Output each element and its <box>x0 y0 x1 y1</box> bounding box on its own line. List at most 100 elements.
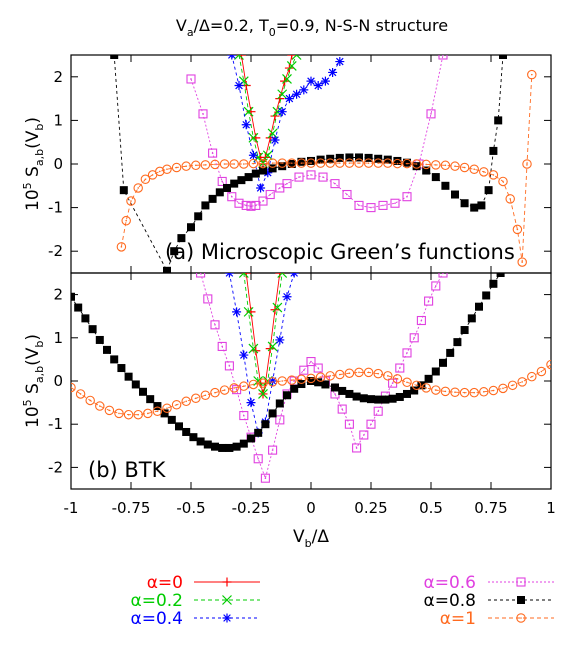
data-point <box>234 55 244 60</box>
data-point <box>116 242 127 252</box>
data-point <box>74 303 83 312</box>
data-point <box>262 150 273 161</box>
data-point <box>321 380 330 389</box>
y-tick-label: 1 <box>53 329 63 347</box>
data-point <box>218 443 227 452</box>
data-point <box>256 183 266 193</box>
data-point <box>267 128 278 139</box>
data-point <box>258 378 268 388</box>
data-point <box>198 109 208 119</box>
data-point <box>374 395 383 404</box>
data-point <box>270 135 280 145</box>
data-point <box>131 380 140 389</box>
legend-label: α=1 <box>440 609 476 629</box>
data-point <box>272 106 283 117</box>
data-point <box>239 439 248 448</box>
data-point <box>268 409 277 418</box>
data-point <box>451 190 459 199</box>
data-point <box>282 292 292 302</box>
data-point <box>258 158 268 169</box>
data-point <box>426 109 436 119</box>
data-point <box>316 155 325 164</box>
data-point <box>335 158 345 168</box>
data-point <box>479 387 489 397</box>
data-point <box>446 348 455 357</box>
data-point <box>203 294 213 304</box>
data-point <box>467 314 476 323</box>
data-point <box>479 167 489 177</box>
panel-a-ylabel: 105 Sa,b(Vb) <box>21 117 46 211</box>
data-point <box>114 408 124 419</box>
data-point <box>306 357 316 367</box>
data-point <box>354 200 364 210</box>
data-point <box>363 367 374 378</box>
data-point <box>354 367 364 378</box>
series-α=0.8 <box>110 55 507 273</box>
data-point <box>121 215 131 226</box>
data-point <box>267 377 278 387</box>
legend-label: α=0.6 <box>424 573 477 593</box>
data-point <box>104 405 115 416</box>
data-point <box>196 273 206 278</box>
data-point <box>344 368 355 378</box>
data-point <box>282 74 292 84</box>
data-point <box>181 161 191 171</box>
data-point <box>338 386 347 395</box>
data-point <box>175 422 183 431</box>
data-point <box>85 395 95 406</box>
data-point <box>243 306 254 317</box>
data-point <box>306 170 316 180</box>
data-point <box>210 387 220 398</box>
panel-b-label: (b) BTK <box>88 458 167 482</box>
data-point <box>441 181 450 190</box>
data-point <box>499 55 507 59</box>
x-axis-label: Vb/Δ <box>293 527 329 550</box>
data-point <box>182 427 191 436</box>
data-point <box>163 266 171 273</box>
data-point <box>392 158 403 169</box>
data-point <box>223 183 231 192</box>
data-point <box>275 335 285 345</box>
data-point <box>527 371 537 382</box>
y-tick-label: 1 <box>53 111 63 129</box>
series-α=0.4 <box>224 273 299 438</box>
data-point <box>282 179 292 189</box>
data-point <box>416 315 426 326</box>
data-point <box>246 398 256 408</box>
data-point <box>244 173 253 182</box>
data-point <box>373 158 383 168</box>
data-point <box>248 343 259 354</box>
data-point <box>234 81 244 91</box>
data-point <box>243 106 254 117</box>
legend-marker <box>517 596 525 604</box>
data-point <box>421 159 431 170</box>
data-point <box>431 281 441 291</box>
data-point <box>224 361 234 371</box>
data-point <box>261 420 270 429</box>
data-point <box>95 335 104 344</box>
y-tick-label: 2 <box>53 68 63 86</box>
data-point <box>431 385 441 395</box>
data-point <box>344 419 354 429</box>
data-point <box>167 415 176 424</box>
data-point <box>239 159 249 169</box>
data-point <box>294 172 304 182</box>
data-point <box>186 74 196 84</box>
data-point <box>267 341 278 352</box>
data-point <box>227 192 237 202</box>
series-line <box>120 74 533 263</box>
data-point <box>278 162 287 171</box>
x-tick-label: -0.75 <box>112 499 151 517</box>
x-tick-label: -0.25 <box>232 499 271 517</box>
data-point <box>225 443 234 452</box>
data-point <box>81 314 90 323</box>
x-tick-label: 0.25 <box>354 499 387 517</box>
data-point <box>234 198 244 208</box>
data-point <box>383 155 392 164</box>
data-point <box>239 350 249 360</box>
data-point <box>291 55 302 60</box>
data-point <box>219 159 230 169</box>
legend: α=0α=0.2α=0.4 α=0.6α=0.8α=1 <box>131 573 554 629</box>
data-point <box>352 443 362 453</box>
